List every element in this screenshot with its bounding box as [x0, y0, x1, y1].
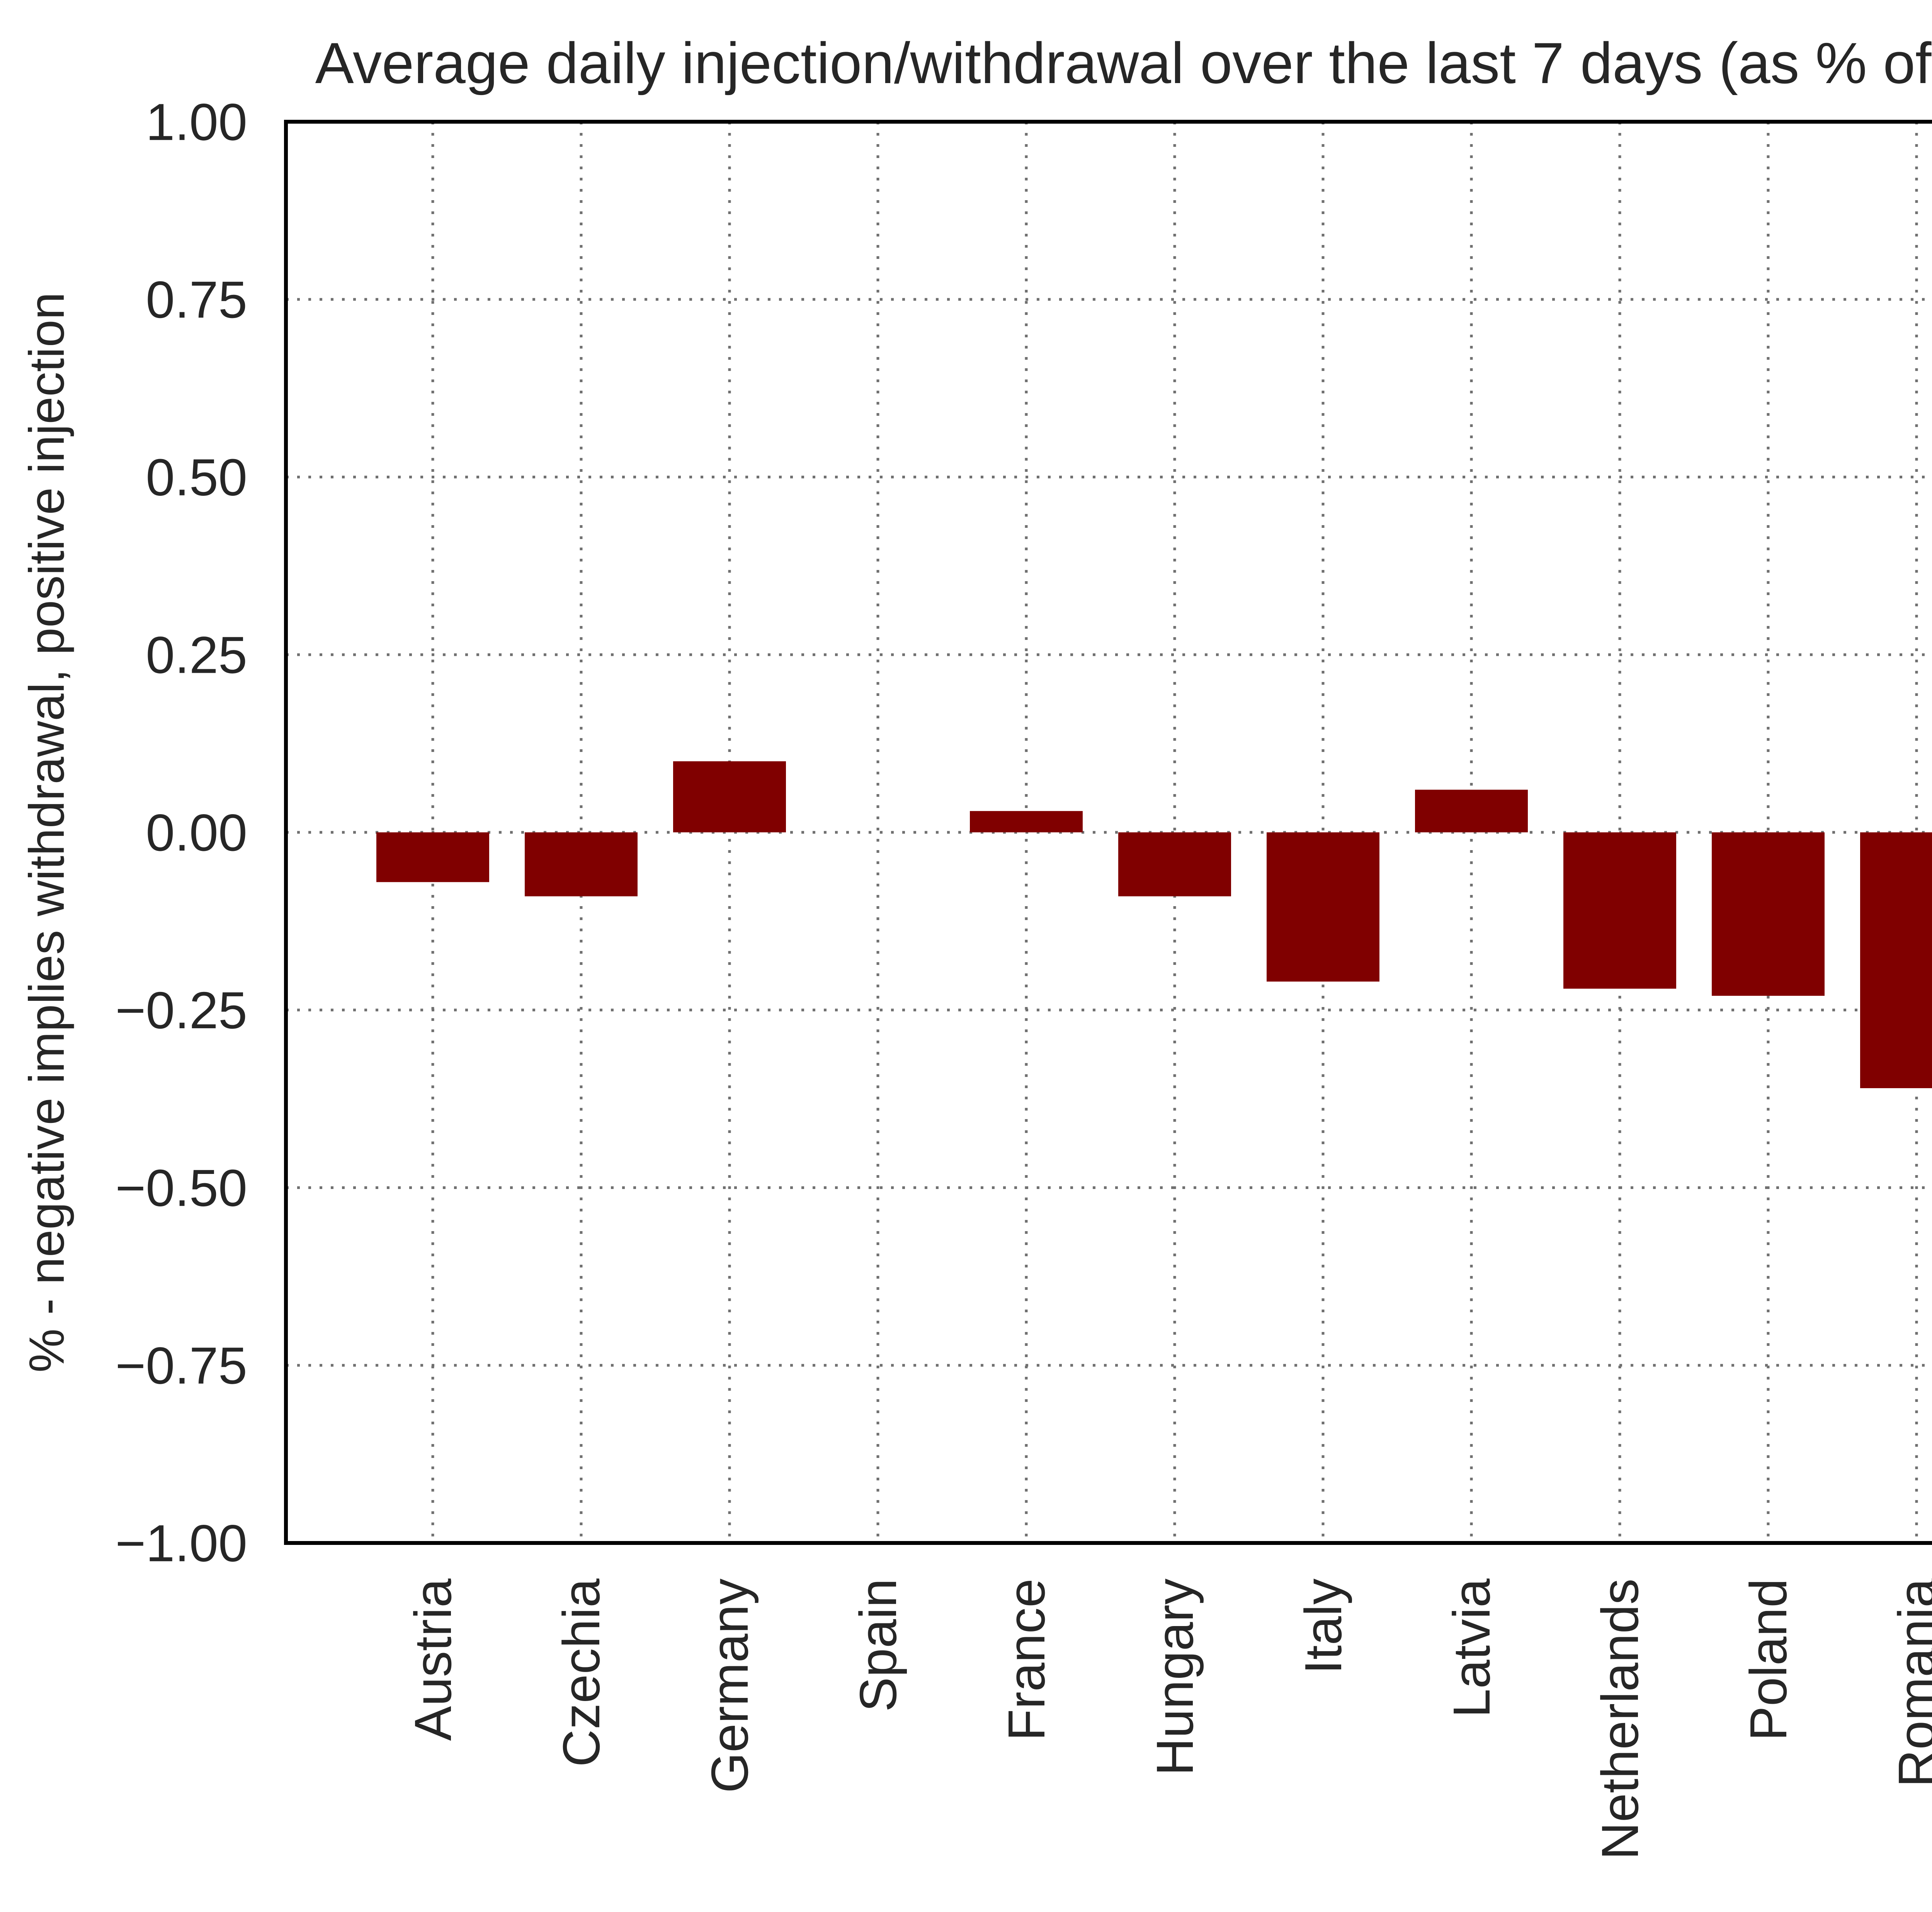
bar-netherlands — [1563, 832, 1676, 989]
bar-czechia — [525, 832, 638, 896]
bar-romania — [1860, 832, 1932, 1089]
x-tick-label-czechia: Czechia — [552, 1578, 611, 1767]
bar-france — [970, 811, 1083, 832]
bar-italy — [1267, 832, 1379, 982]
x-tick-label-latvia: Latvia — [1442, 1578, 1501, 1718]
x-tick-label-germany: Germany — [701, 1579, 759, 1793]
bar-hungary — [1118, 832, 1231, 896]
y-tick-label-0.25: 0.25 — [146, 626, 247, 684]
y-tick-label--1: −1.00 — [115, 1514, 247, 1572]
y-tick-label-0.75: 0.75 — [146, 270, 247, 329]
chart-title: Average daily injection/withdrawal over … — [315, 31, 1932, 95]
y-tick-label--0.75: −0.75 — [115, 1337, 247, 1395]
y-tick-label-0.5: 0.50 — [146, 448, 247, 507]
x-tick-label-poland: Poland — [1739, 1579, 1798, 1741]
x-tick-label-france: France — [997, 1579, 1056, 1741]
axes-frame-group — [284, 120, 1932, 1545]
y-tick-labels-group: 1.00 0.75 0.50 0.25 0.00 −0.25 −0.50 −0.75 −1.00 — [115, 93, 247, 1572]
bar-latvia — [1415, 789, 1528, 832]
y-tick-label--0.25: −0.25 — [115, 981, 247, 1039]
x-tick-label-netherlands: Netherlands — [1591, 1579, 1649, 1860]
y-tick-label--0.5: −0.50 — [115, 1159, 247, 1217]
bar-poland — [1712, 832, 1825, 996]
x-tick-labels-group: Austria Czechia Germany Spain France Hungary I… — [404, 1578, 1932, 1860]
y-tick-label-1: 1.00 — [146, 93, 247, 151]
bars-group — [376, 761, 1932, 1089]
x-tick-label-austria: Austria — [404, 1578, 462, 1741]
x-tick-label-romania: Romania — [1888, 1578, 1932, 1787]
y-tick-label-0: 0.00 — [146, 803, 247, 862]
x-tick-label-hungary: Hungary — [1146, 1579, 1204, 1776]
bar-germany — [673, 761, 786, 832]
y-axis-label: % - negative implies withdrawal, positiv… — [19, 292, 75, 1373]
x-tick-label-spain: Spain — [849, 1579, 907, 1712]
plot-frame — [284, 120, 1932, 1545]
x-tick-label-italy: Italy — [1294, 1579, 1352, 1674]
bar-austria — [376, 832, 489, 882]
